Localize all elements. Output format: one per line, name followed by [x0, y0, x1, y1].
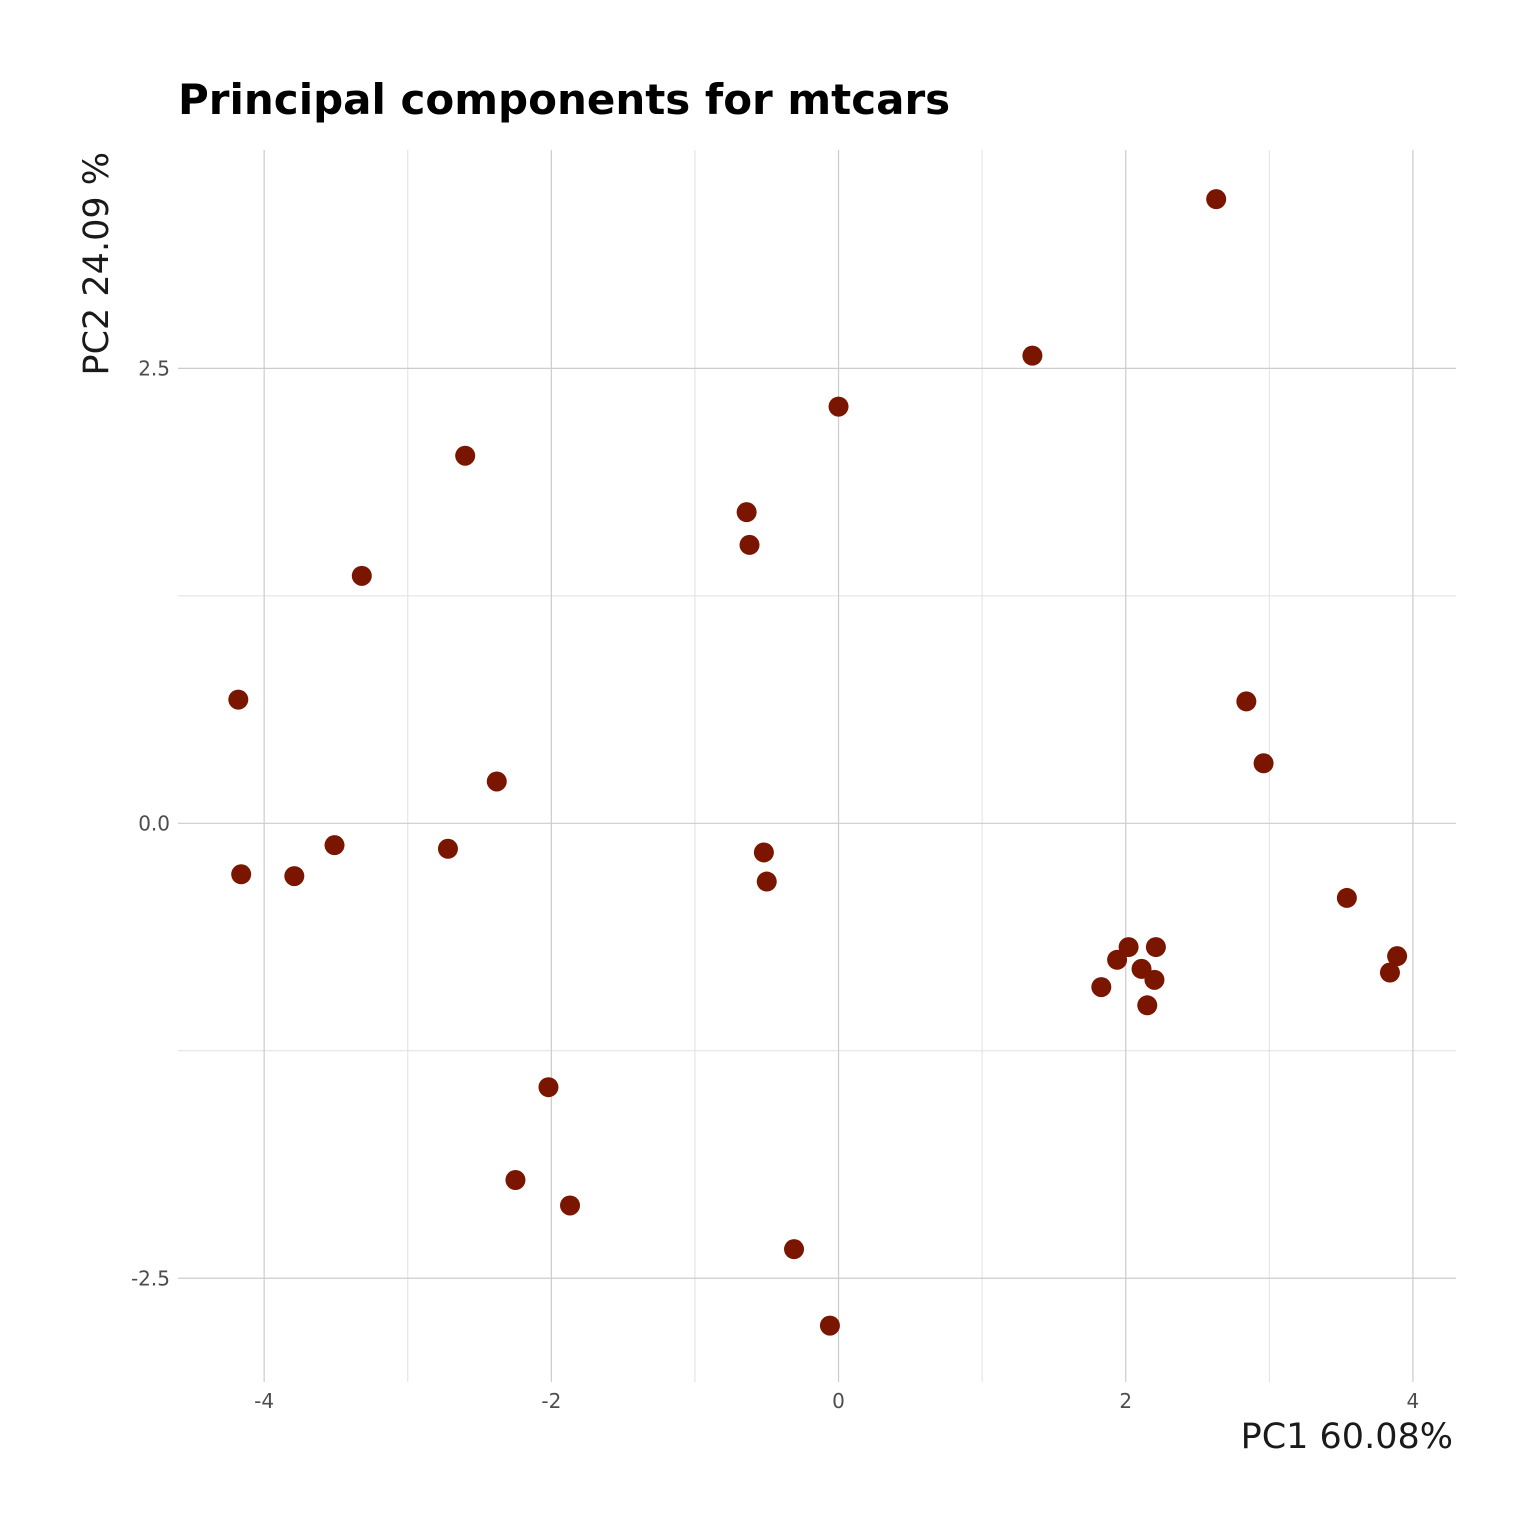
data-point	[828, 396, 849, 417]
data-point	[756, 871, 777, 892]
y-axis-label: PC2 24.09 %	[77, 152, 117, 376]
data-point	[1206, 189, 1227, 210]
data-point	[1118, 937, 1139, 958]
data-point	[231, 864, 252, 885]
data-point	[560, 1195, 581, 1216]
data-point	[1253, 753, 1274, 774]
data-point	[437, 838, 458, 859]
data-point	[1236, 691, 1257, 712]
grid-lines	[178, 150, 1456, 1382]
data-point	[1022, 345, 1043, 366]
data-point	[739, 534, 760, 555]
chart-title: Principal components for mtcars	[178, 75, 950, 124]
x-tick-label: 2	[1119, 1389, 1132, 1413]
data-point	[324, 835, 345, 856]
y-tick-label: 2.5	[138, 356, 170, 380]
data-point	[1336, 887, 1357, 908]
x-axis-label: PC1 60.08%	[1241, 1417, 1453, 1457]
y-tick-label: 0.0	[138, 811, 170, 835]
data-point	[538, 1077, 559, 1098]
data-point	[1091, 977, 1112, 998]
data-points	[228, 189, 1408, 1336]
data-point	[1107, 949, 1128, 970]
data-point	[1144, 969, 1165, 990]
y-tick-label: -2.5	[131, 1266, 170, 1290]
data-point	[1379, 962, 1400, 983]
data-point	[455, 445, 476, 466]
data-point	[753, 842, 774, 863]
tick-labels: -4 -2 0 2 4 -2.5 0.0 2.5	[131, 356, 1419, 1413]
data-point	[284, 866, 305, 887]
x-tick-label: 0	[832, 1389, 845, 1413]
x-tick-label: 4	[1407, 1389, 1420, 1413]
data-point	[784, 1239, 805, 1260]
data-point	[736, 502, 757, 523]
data-point	[1387, 946, 1408, 967]
data-point	[819, 1315, 840, 1336]
data-point	[1137, 995, 1158, 1016]
data-point	[486, 771, 507, 792]
x-tick-label: -2	[541, 1389, 561, 1413]
data-point	[228, 689, 249, 710]
x-tick-label: -4	[254, 1389, 274, 1413]
data-point	[505, 1170, 526, 1191]
data-point	[1145, 937, 1166, 958]
data-point	[351, 565, 372, 586]
